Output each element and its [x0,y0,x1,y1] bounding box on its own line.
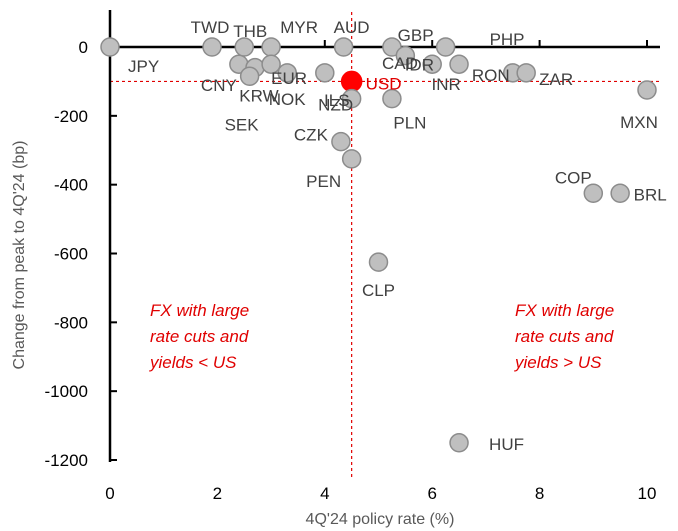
point-labels: JPY TWD CNY THB KRW SEK MYR EUR NOK AUD ILS USD NZD C… [128,18,667,454]
point-zar [516,63,536,83]
point-sek [239,66,260,87]
annotation-2-line-1: FX with large [515,301,614,320]
y-tick-label-0: 0 [79,38,88,57]
point-label-thb: THB [233,22,267,41]
point-label-usd: USD [366,74,402,93]
y-tick-label-6: -1200 [45,451,88,470]
point-ils [315,63,335,83]
point-label-sek: SEK [225,115,260,134]
point-label-nzd: NZD [318,96,353,115]
y-tick-label-2: -400 [54,176,88,195]
y-tick-label-5: -1000 [45,382,88,401]
point-mxn [637,80,657,100]
point-label-jpy: JPY [128,57,159,76]
point-label-huf: HUF [489,435,524,454]
point-jpy [100,37,120,57]
point-nok [277,63,297,83]
x-tick-label-3: 6 [427,484,436,503]
x-tick-label-1: 2 [213,484,222,503]
point-label-ron: RON [472,66,510,85]
point-label-ils: ILS [324,91,350,110]
annotation-1-line-3: yields < US [149,353,237,372]
y-tick-label-3: -600 [54,245,88,264]
x-tick-label-5: 10 [638,484,657,503]
point-label-brl: BRL [634,185,667,204]
point-inr [422,54,442,74]
point-label-clp: CLP [362,281,395,300]
point-label-pln: PLN [393,114,426,133]
annotations: FX with large rate cuts and yields < US FX … [149,301,614,372]
data-points [100,37,657,453]
point-label-idr: IDR [405,56,434,75]
point-eur [261,54,281,74]
point-nzd [341,88,362,109]
point-label-cop: COP [555,168,592,187]
x-axis-title: 4Q'24 policy rate (%) [306,511,455,528]
point-label-czk: CZK [294,126,329,145]
annotation-2-line-3: yields > US [514,353,602,372]
point-label-php: PHP [490,30,525,49]
annotation-1-line-1: FX with large [150,301,249,320]
point-twd [202,37,222,57]
point-label-gbp: GBP [398,26,434,45]
point-label-zar: ZAR [539,70,573,89]
point-thb [234,37,254,57]
point-huf [449,433,469,453]
point-usd [340,70,363,93]
point-php [449,54,469,74]
x-tick-label-0: 0 [105,484,114,503]
point-idr [395,45,416,66]
point-label-inr: INR [432,75,461,94]
point-label-mxn: MXN [620,113,658,132]
point-cop [583,183,604,204]
point-label-eur: EUR [271,69,307,88]
point-brl [610,183,630,204]
x-tick-label-2: 4 [320,484,329,503]
point-gbp [435,37,456,57]
point-label-aud: AUD [334,18,370,37]
x-tick-label-4: 8 [535,484,544,503]
annotation-2-line-2: rate cuts and [515,327,614,346]
point-label-nok: NOK [269,90,307,109]
point-label-cny: CNY [201,76,237,95]
point-label-twd: TWD [191,18,230,37]
annotation-1-line-2: rate cuts and [150,327,249,346]
point-clp [368,252,389,272]
y-axis-title: Change from peak to 4Q'24 (bp) [11,141,28,370]
point-label-myr: MYR [280,18,318,37]
point-pen [341,149,362,169]
y-tick-label-1: -200 [54,107,88,126]
point-label-pen: PEN [306,172,341,191]
reference-lines [110,12,662,478]
point-czk [331,131,351,152]
point-label-krw: KRW [239,87,278,106]
point-pln [382,88,402,109]
point-label-cad: CAD [382,54,418,73]
y-tick-label-4: -800 [54,313,88,332]
point-aud [333,37,354,57]
